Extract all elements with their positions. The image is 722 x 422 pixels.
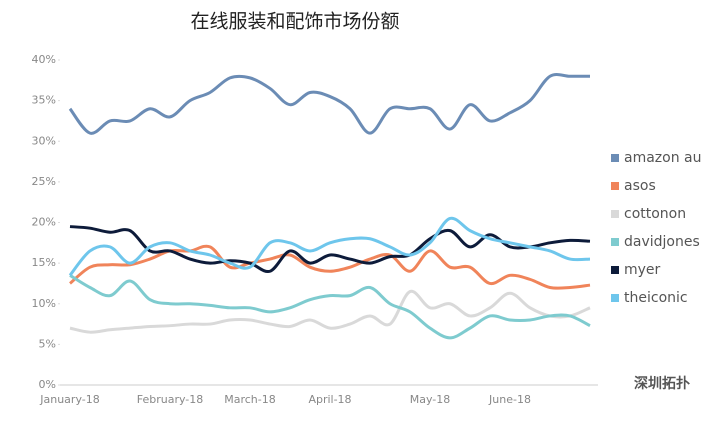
y-tick-label: 20% bbox=[32, 216, 56, 229]
legend-swatch bbox=[611, 154, 619, 162]
series-line bbox=[69, 289, 591, 334]
legend-swatch bbox=[611, 266, 619, 274]
legend-label: cottonon bbox=[624, 206, 686, 222]
legend-label: asos bbox=[624, 178, 656, 194]
series-line bbox=[68, 216, 591, 277]
legend-swatch bbox=[611, 294, 619, 302]
legend-label: davidjones bbox=[624, 234, 700, 250]
y-tick-label: 0% bbox=[39, 378, 56, 391]
x-tick-label: January-18 bbox=[39, 393, 99, 406]
y-tick-label: 35% bbox=[32, 94, 56, 107]
legend-label: myer bbox=[624, 262, 661, 278]
series-line bbox=[69, 274, 591, 340]
y-tick-label: 15% bbox=[32, 256, 56, 269]
series-line bbox=[68, 72, 590, 135]
legend-swatch bbox=[611, 182, 619, 190]
y-tick-label: 5% bbox=[39, 337, 56, 350]
x-tick-label: February-18 bbox=[137, 393, 204, 406]
legend-label: theiconic bbox=[624, 290, 688, 306]
y-tick-label: 30% bbox=[32, 134, 56, 147]
watermark: 深圳拓扑 bbox=[634, 375, 690, 392]
series-line bbox=[69, 225, 591, 274]
y-tick-label: 40% bbox=[32, 53, 56, 66]
x-tick-label: June-18 bbox=[488, 393, 531, 406]
legend-label: amazon au bbox=[624, 150, 702, 166]
series-line bbox=[69, 244, 591, 290]
chart-title: 在线服装和配饰市场份额 bbox=[190, 11, 399, 33]
x-tick-label: April-18 bbox=[308, 393, 351, 406]
y-tick-label: 10% bbox=[32, 297, 56, 310]
legend-swatch bbox=[611, 210, 619, 218]
x-tick-label: May-18 bbox=[410, 393, 451, 406]
legend-swatch bbox=[611, 238, 619, 246]
x-tick-label: March-18 bbox=[224, 393, 276, 406]
y-tick-label: 25% bbox=[32, 175, 56, 188]
